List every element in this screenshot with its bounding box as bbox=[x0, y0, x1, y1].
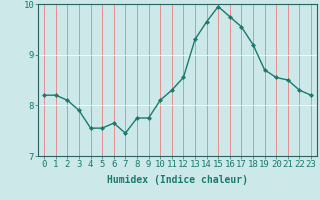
X-axis label: Humidex (Indice chaleur): Humidex (Indice chaleur) bbox=[107, 175, 248, 185]
